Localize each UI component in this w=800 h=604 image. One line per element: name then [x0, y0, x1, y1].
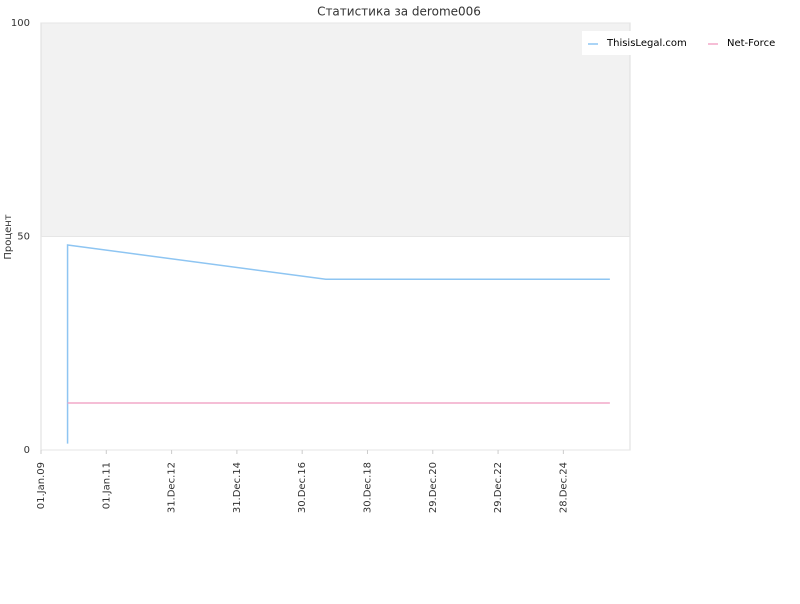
y-tick-label: 100 — [11, 18, 30, 29]
y-tick-label: 50 — [17, 232, 30, 243]
x-tick-label: 01.Jan.09 — [36, 462, 47, 509]
y-axis-label: Процент — [3, 214, 14, 259]
series-line — [66, 244, 610, 444]
legend-label: ThisisLegal.com — [606, 38, 687, 49]
x-tick-label: 31.Dec.14 — [232, 462, 243, 513]
legend-box — [582, 31, 790, 55]
plot-band — [41, 23, 630, 237]
x-tick-label: 28.Dec.24 — [558, 462, 569, 513]
x-tick-label: 30.Dec.18 — [362, 462, 373, 513]
x-tick-label: 30.Dec.16 — [297, 462, 308, 513]
legend: ThisisLegal.com Net-Force — [582, 31, 790, 55]
chart-title: Статистика за derome006 — [317, 5, 481, 19]
x-tick-label: 31.Dec.12 — [167, 462, 178, 513]
y-tick-label: 0 — [24, 445, 30, 456]
legend-label: Net-Force — [727, 38, 775, 49]
x-tick-label: 29.Dec.22 — [493, 462, 504, 513]
x-tick-label: 29.Dec.20 — [428, 462, 439, 513]
x-tick-label: 01.Jan.11 — [101, 462, 112, 509]
